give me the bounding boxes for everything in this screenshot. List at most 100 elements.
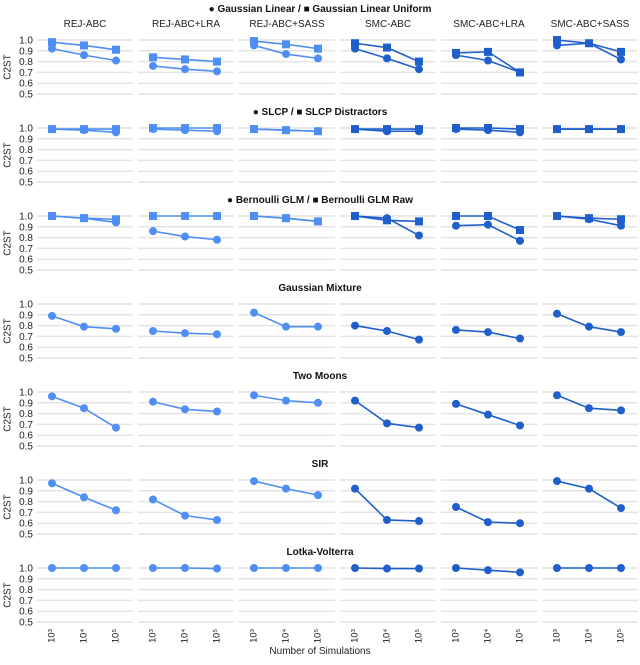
y-tick-label: 0.5	[19, 442, 33, 453]
data-point-circle	[516, 236, 524, 245]
data-point-square	[452, 124, 460, 132]
column-title: SMC-ABC	[365, 19, 411, 30]
y-axis-label: C2ST	[3, 54, 14, 80]
y-axis-label: C2ST	[3, 494, 14, 520]
y-tick-label: 0.7	[19, 420, 33, 431]
data-point-square	[282, 40, 290, 49]
y-tick-label: 0.7	[19, 596, 33, 607]
data-point-circle	[585, 404, 593, 413]
y-tick-label: 0.5	[19, 178, 33, 189]
data-point-square	[250, 125, 258, 134]
data-point-circle	[585, 322, 593, 331]
y-tick-label: 0.7	[19, 68, 33, 79]
data-point-square	[553, 36, 561, 44]
data-point-square	[585, 214, 593, 223]
y-axis-label: C2ST	[3, 142, 14, 168]
data-point-circle	[48, 564, 56, 572]
data-point-circle	[314, 564, 322, 572]
y-tick-label: 0.9	[19, 46, 33, 57]
data-point-circle	[553, 564, 561, 572]
data-point-circle	[452, 221, 460, 230]
data-point-square	[149, 53, 157, 62]
y-tick-label: 0.7	[19, 508, 33, 519]
y-tick-label: 0.8	[19, 321, 33, 332]
data-point-circle	[351, 564, 359, 572]
data-point-square	[314, 44, 322, 53]
data-point-circle	[80, 564, 88, 572]
data-point-circle	[181, 329, 189, 338]
y-axis-label: C2ST	[3, 230, 14, 256]
data-point-circle	[213, 67, 221, 76]
y-axis-label: C2ST	[3, 406, 14, 432]
column-title: SMC-ABC+SASS	[551, 19, 630, 30]
y-tick-label: 0.6	[19, 167, 33, 178]
data-point-square	[213, 124, 221, 132]
y-tick-label: 0.7	[19, 332, 33, 343]
data-point-circle	[48, 392, 56, 401]
y-tick-label: 0.5	[19, 530, 33, 541]
data-point-circle	[617, 406, 625, 415]
x-tick-label: 10⁵	[414, 629, 425, 644]
data-point-square	[149, 124, 157, 132]
data-point-circle	[484, 518, 492, 527]
data-point-circle	[282, 50, 290, 59]
data-point-square	[48, 125, 56, 134]
y-axis-label: C2ST	[3, 318, 14, 344]
y-tick-label: 1.0	[19, 300, 33, 311]
data-point-square	[112, 125, 120, 134]
data-point-circle	[250, 308, 258, 317]
x-tick-label: 10⁵	[111, 629, 122, 644]
data-point-circle	[112, 423, 120, 432]
data-point-circle	[484, 220, 492, 229]
y-tick-label: 1.0	[19, 212, 33, 223]
x-tick-label: 10⁵	[515, 629, 526, 644]
y-tick-label: 0.8	[19, 233, 33, 244]
data-point-circle	[314, 322, 322, 331]
data-point-square	[213, 212, 221, 220]
data-point-square	[351, 39, 359, 48]
data-point-circle	[282, 396, 290, 405]
data-point-circle	[383, 327, 391, 335]
data-point-circle	[553, 477, 561, 486]
x-tick-label: 10⁵	[313, 629, 324, 644]
data-point-square	[282, 126, 290, 135]
data-point-circle	[484, 410, 492, 419]
y-tick-label: 0.5	[19, 618, 33, 629]
data-point-circle	[383, 54, 391, 63]
data-point-circle	[452, 325, 460, 334]
data-point-circle	[149, 564, 157, 572]
data-point-circle	[314, 398, 322, 407]
y-tick-label: 0.9	[19, 310, 33, 321]
y-tick-label: 0.9	[19, 398, 33, 409]
x-tick-label: 10⁵	[212, 629, 223, 644]
data-point-square	[80, 41, 88, 50]
row-title: ● SLCP / ■ SLCP Distractors	[253, 107, 388, 118]
column-title: SMC-ABC+LRA	[453, 19, 525, 30]
x-axis-label: Number of Simulations	[269, 646, 370, 657]
data-point-circle	[617, 564, 625, 572]
x-tick-label: 10³	[249, 629, 260, 643]
data-point-square	[415, 125, 423, 134]
data-point-circle	[484, 56, 492, 65]
data-point-circle	[553, 391, 561, 400]
y-tick-label: 0.8	[19, 409, 33, 420]
data-point-circle	[112, 564, 120, 572]
data-point-circle	[80, 322, 88, 331]
y-tick-label: 0.8	[19, 57, 33, 68]
y-tick-label: 0.6	[19, 519, 33, 530]
y-tick-label: 0.7	[19, 244, 33, 255]
x-tick-label: 10⁴	[281, 629, 292, 644]
y-tick-label: 0.8	[19, 497, 33, 508]
y-tick-label: 0.5	[19, 90, 33, 101]
data-point-circle	[585, 484, 593, 493]
y-tick-label: 0.6	[19, 255, 33, 266]
data-point-circle	[415, 517, 423, 526]
data-point-square	[383, 43, 391, 52]
data-point-circle	[112, 506, 120, 515]
data-point-circle	[181, 232, 189, 241]
x-tick-label: 10³	[552, 629, 563, 643]
data-point-square	[112, 215, 120, 224]
data-point-square	[48, 212, 56, 220]
data-point-square	[452, 48, 460, 57]
data-point-square	[553, 212, 561, 220]
